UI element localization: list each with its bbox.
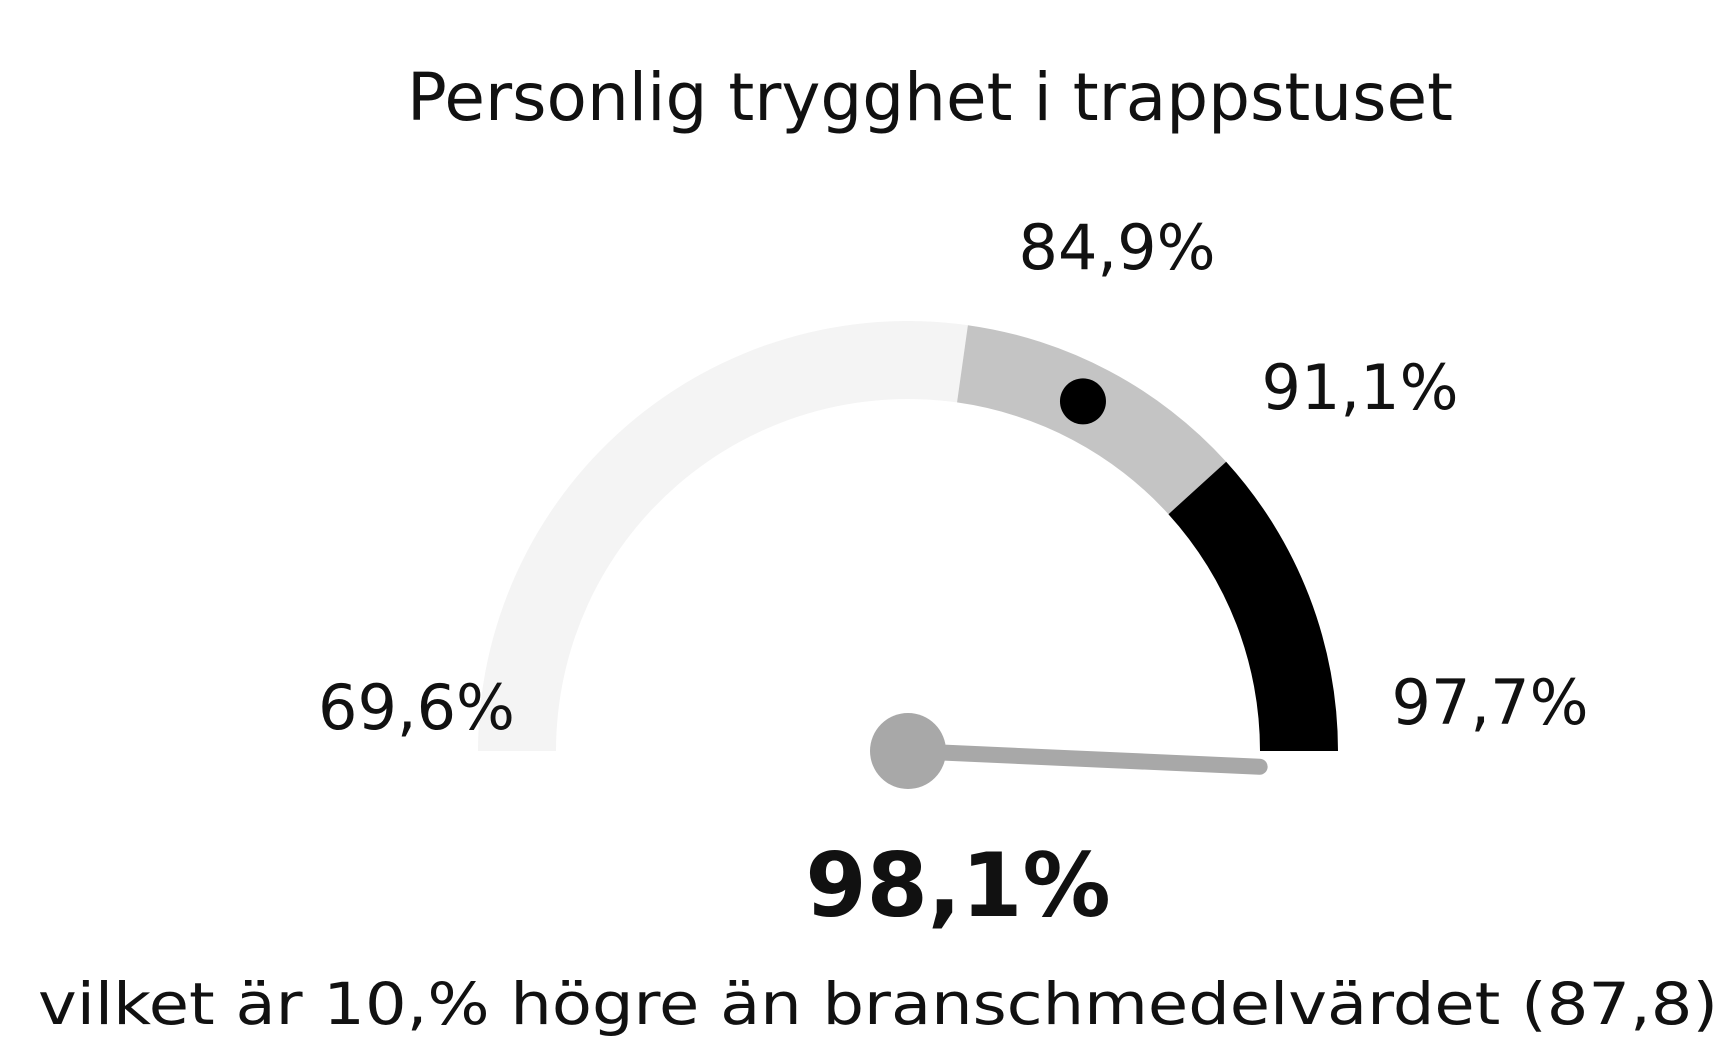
- tick-label: 91,1%: [1262, 351, 1459, 424]
- tick-label: 69,6%: [318, 671, 515, 744]
- gauge-band: [1168, 461, 1338, 751]
- value-label: 98,1%: [805, 834, 1110, 937]
- benchmark-marker: [1059, 378, 1106, 425]
- chart-title: Personlig trygghet i trappstuset: [407, 59, 1453, 136]
- gauge: 69,6% 84,9% 91,1% 97,7%: [318, 211, 1588, 789]
- gauge-band: [478, 321, 968, 751]
- needle-pivot: [870, 713, 946, 789]
- needle: [900, 743, 1268, 775]
- subtitle: vilket är 10,% högre än branschmedelvärd…: [38, 970, 1718, 1038]
- tick-label: 84,9%: [1019, 211, 1216, 284]
- tick-label: 97,7%: [1392, 666, 1589, 739]
